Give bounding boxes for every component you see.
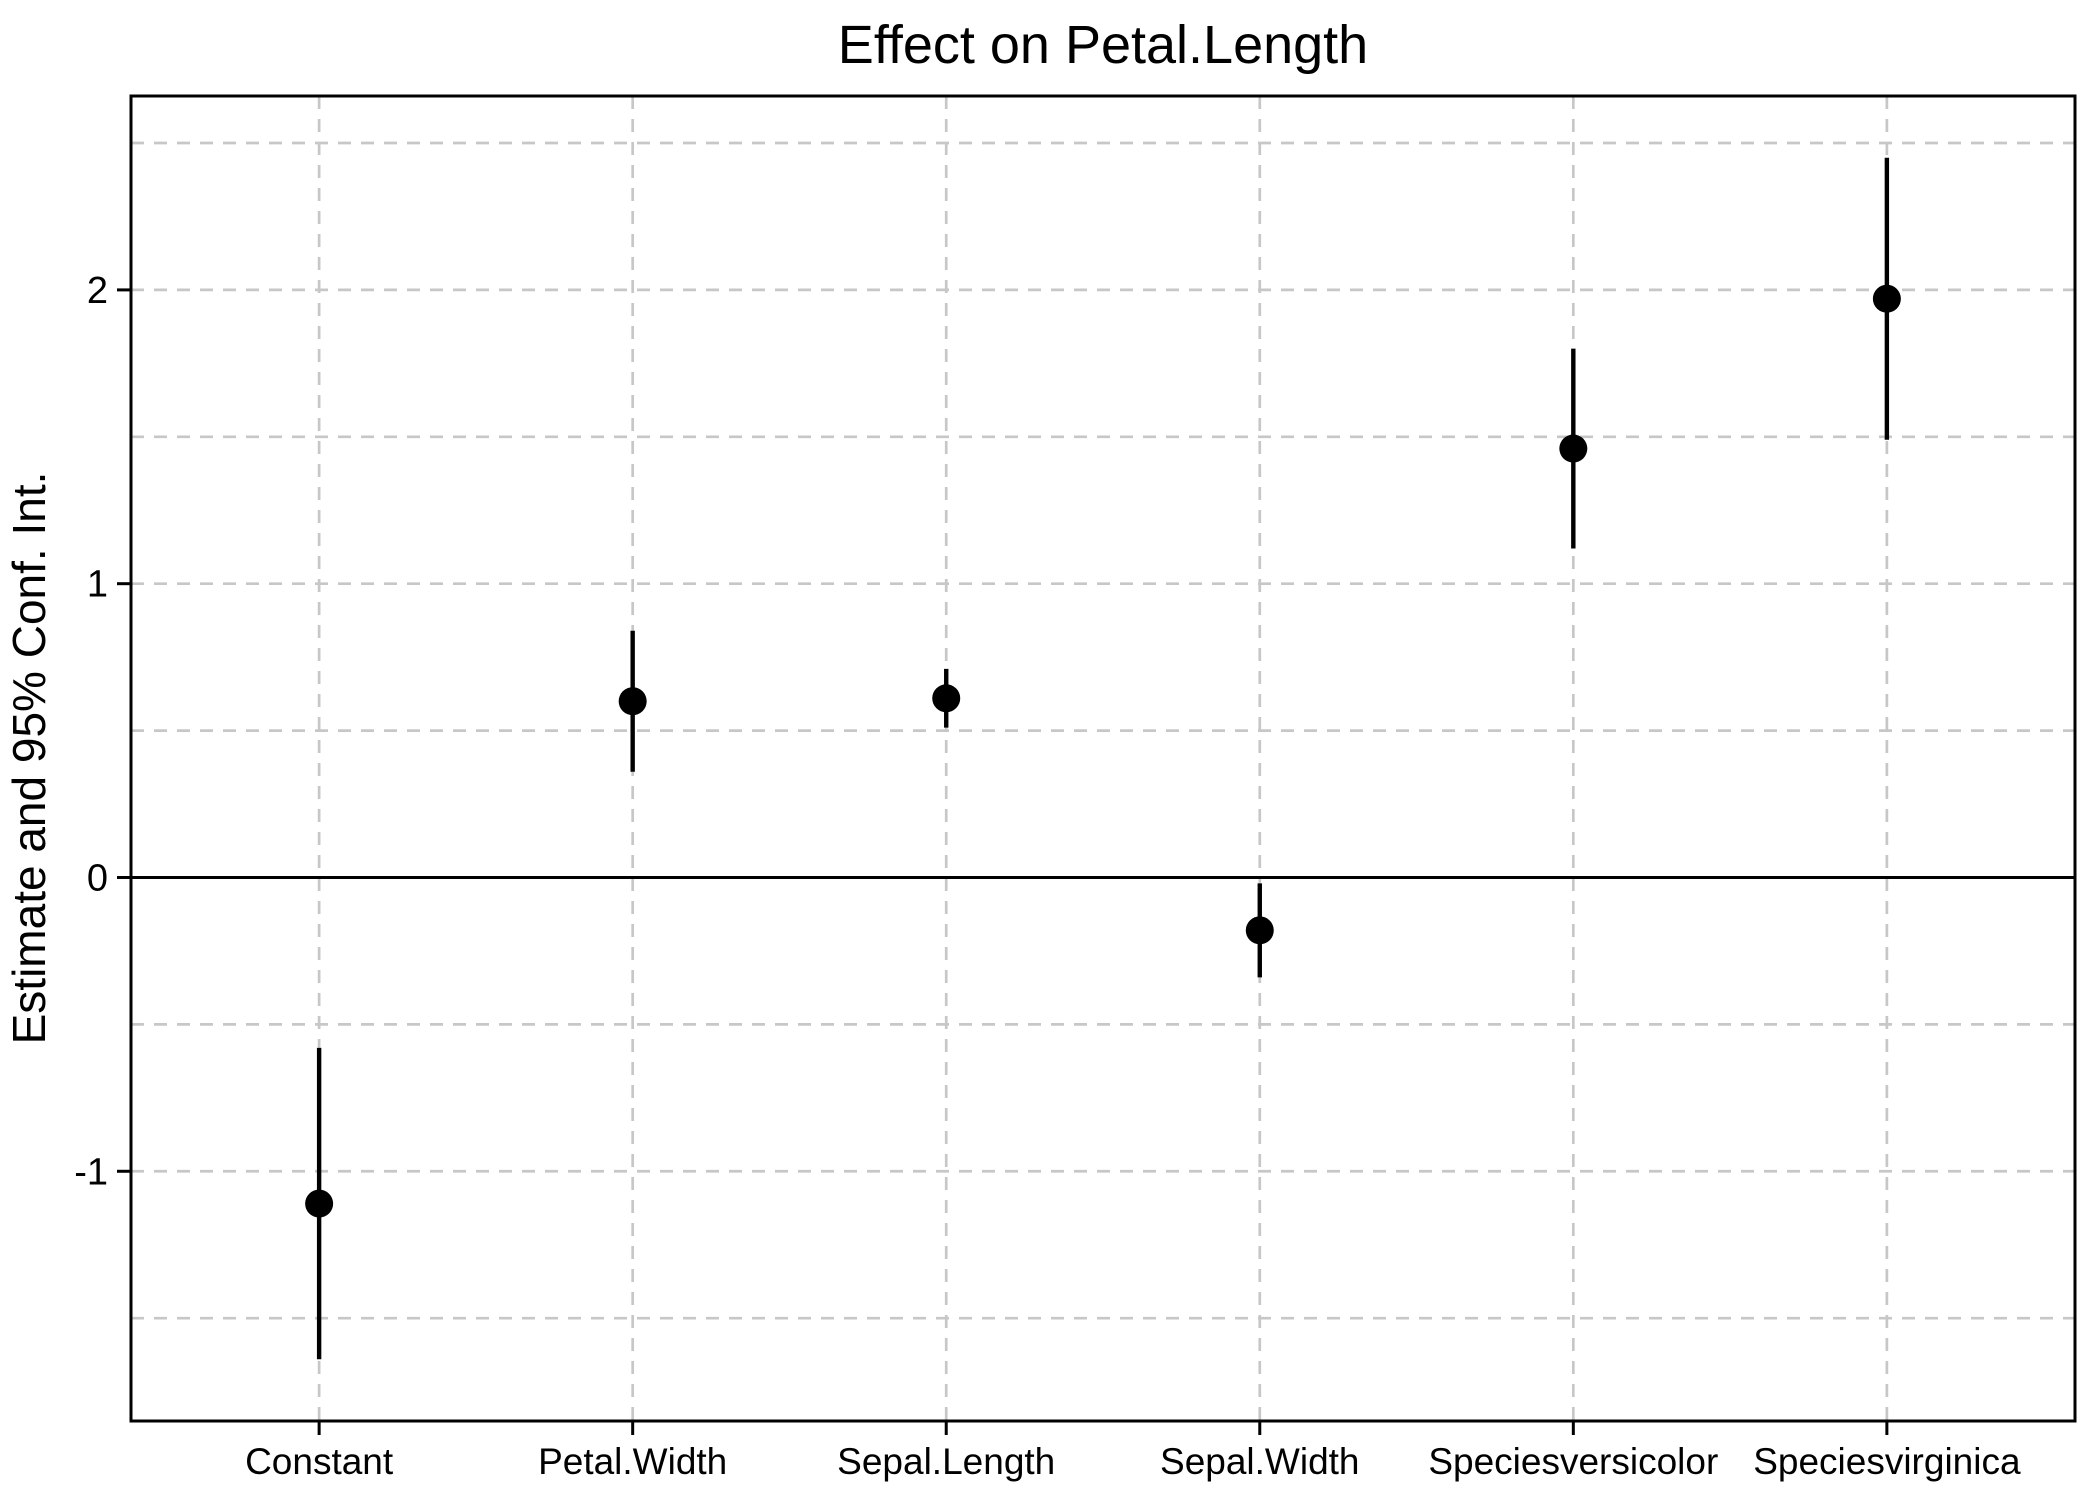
x-tick-label-sepal-length: Sepal.Length bbox=[837, 1441, 1055, 1482]
panel-background bbox=[131, 96, 2075, 1421]
point-estimate-sepal-length bbox=[932, 684, 961, 713]
x-tick-label-sepal-width: Sepal.Width bbox=[1160, 1441, 1360, 1482]
x-tick-label-petal-width: Petal.Width bbox=[538, 1441, 727, 1482]
gridlines bbox=[131, 96, 2075, 1421]
x-tick-label-constant: Constant bbox=[245, 1441, 394, 1482]
y-tick-label: 2 bbox=[87, 270, 108, 312]
x-tick-label-speciesvirginica: Speciesvirginica bbox=[1753, 1441, 2021, 1482]
y-tick-label: 1 bbox=[87, 564, 108, 606]
y-tick-label: 0 bbox=[87, 857, 108, 899]
y-axis: -1 0 1 2 bbox=[74, 270, 131, 1193]
point-estimate-petal-width bbox=[618, 687, 647, 716]
panel-border bbox=[129, 94, 2077, 1423]
chart-title: Effect on Petal.Length bbox=[838, 15, 1368, 75]
x-axis: Constant Petal.Width Sepal.Length Sepal.Wid… bbox=[245, 1421, 2021, 1482]
estimates-and-intervals bbox=[305, 157, 1901, 1360]
y-tick-label: -1 bbox=[74, 1151, 108, 1193]
point-estimate-sepal-width bbox=[1245, 916, 1274, 945]
y-axis-label: Estimate and 95% Conf. Int. bbox=[3, 472, 55, 1045]
point-estimate-constant bbox=[305, 1189, 334, 1218]
x-tick-label-speciesversicolor: Speciesversicolor bbox=[1428, 1441, 1718, 1482]
point-estimate-speciesversicolor bbox=[1559, 434, 1588, 463]
point-estimate-speciesvirginica bbox=[1872, 284, 1901, 313]
